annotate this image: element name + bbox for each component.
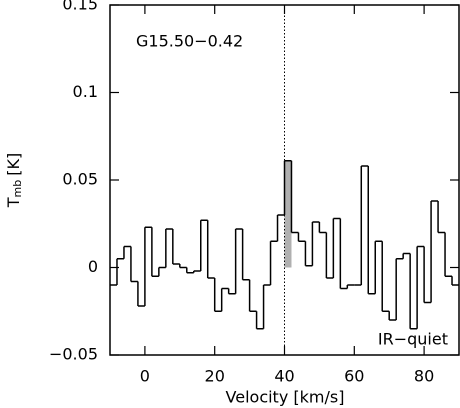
y-axis-label: Tmb [K] (4, 153, 25, 208)
x-tick-label: 80 (414, 367, 434, 386)
y-tick-label: 0.1 (73, 82, 98, 101)
highlight-channel (284, 160, 292, 268)
y-tick-label: −0.05 (49, 345, 98, 364)
x-tick-label: 60 (344, 367, 364, 386)
x-tick-label: 40 (274, 367, 294, 386)
annotation: IR−quiet (378, 330, 448, 349)
x-axis-label: Velocity [km/s] (226, 388, 345, 407)
y-label-main: T (4, 197, 23, 208)
y-tick-label: 0.15 (62, 0, 98, 14)
y-tick-label: 0 (88, 257, 98, 276)
x-tick-label: 20 (205, 367, 225, 386)
y-tick-label: 0.05 (62, 170, 98, 189)
y-label-sub: mb (11, 180, 24, 198)
source-label: G15.50−0.42 (136, 32, 243, 51)
y-label-unit: [K] (4, 153, 23, 176)
x-tick-label: 0 (140, 367, 150, 386)
